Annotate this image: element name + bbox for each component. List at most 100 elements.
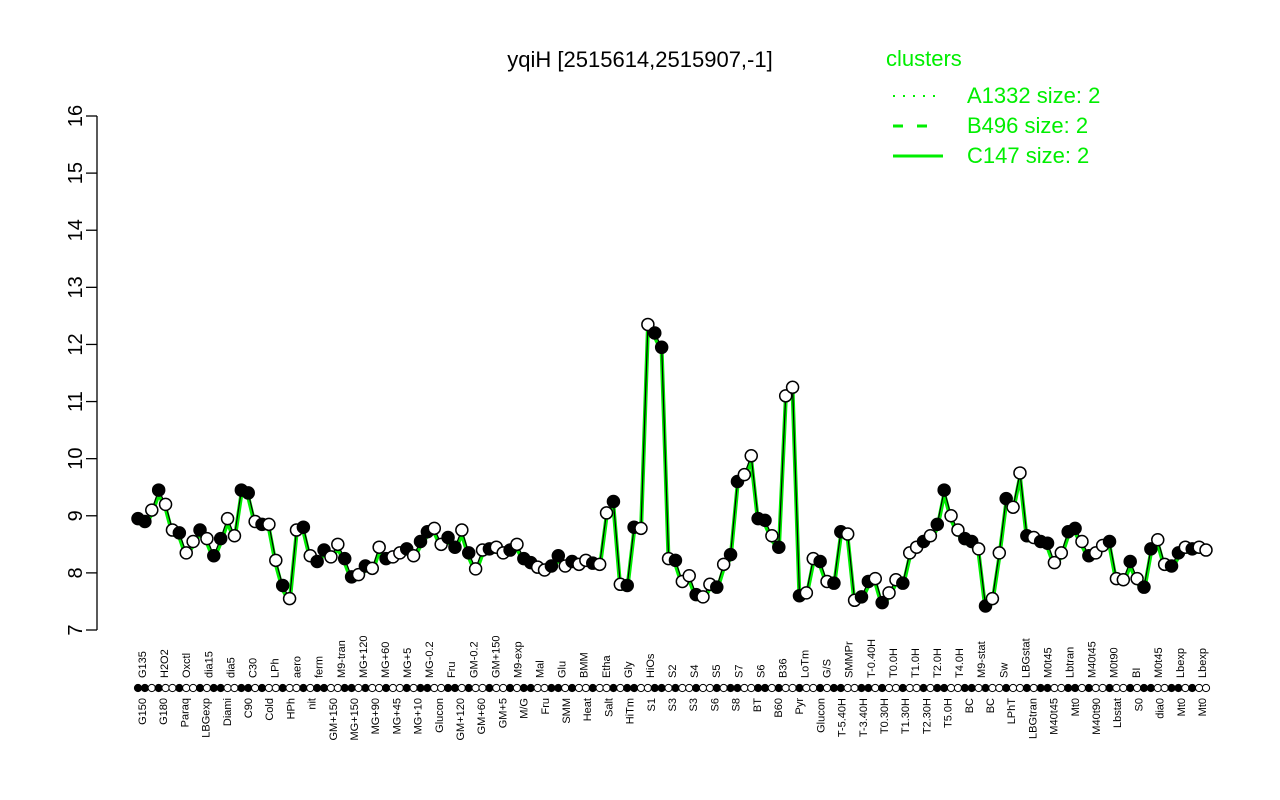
data-point: [310, 554, 324, 569]
rug-marker: [643, 683, 652, 693]
data-point: [372, 540, 386, 554]
data-point: [186, 534, 200, 549]
data-point: [785, 380, 800, 395]
rug-marker: [733, 683, 742, 693]
x-tick-label: dia0: [1155, 698, 1167, 719]
rug-marker: [726, 683, 735, 693]
data-point: [296, 520, 311, 534]
x-tick-label: MG+150: [349, 698, 361, 741]
data-point: [923, 529, 938, 543]
y-tick-label: 8: [65, 567, 87, 578]
rug-marker: [567, 683, 577, 693]
x-tick-label: Pyr: [794, 698, 806, 715]
rug-marker: [1195, 683, 1204, 693]
rug-marker: [1015, 683, 1025, 693]
rug-marker: [1174, 683, 1183, 693]
data-point: [193, 523, 207, 537]
plot-area: [131, 317, 1213, 613]
data-point: [778, 389, 793, 403]
x-tick-label: Gly: [623, 661, 635, 678]
x-tick-label: T2.0H: [932, 648, 944, 678]
data-point: [682, 568, 696, 583]
rug-marker: [457, 683, 466, 693]
rug-marker: [1146, 683, 1155, 693]
x-tick-label: ferm: [314, 656, 326, 678]
x-tick-label: Lbstat: [1112, 698, 1124, 728]
data-point: [331, 537, 345, 552]
rug-marker: [781, 683, 790, 693]
x-tick-label: BT: [752, 698, 764, 712]
data-point: [406, 549, 421, 563]
data-point: [634, 521, 648, 536]
rug-marker: [946, 683, 956, 693]
rug-marker: [1119, 683, 1128, 693]
rug-marker: [299, 683, 308, 693]
rug-marker: [843, 683, 852, 693]
rug-marker: [175, 683, 184, 693]
rug-marker: [671, 683, 680, 693]
x-tick-label: Etha: [601, 654, 613, 678]
rug-marker: [692, 683, 701, 693]
data-point: [1116, 572, 1131, 587]
rug-marker: [347, 683, 356, 693]
data-point: [896, 576, 910, 590]
rug-marker: [223, 683, 232, 693]
rug-marker: [836, 683, 845, 693]
data-point: [551, 549, 566, 563]
x-tick-label: LPh: [270, 658, 282, 678]
rug-marker: [471, 683, 480, 693]
rug-marker: [650, 683, 659, 693]
data-point: [179, 546, 193, 560]
x-tick-label: MG-0.2: [424, 641, 436, 678]
x-tick-label: GM+5: [497, 698, 509, 728]
data-point: [427, 521, 442, 536]
data-point: [840, 527, 855, 541]
rug-marker: [161, 683, 170, 693]
rug-marker: [354, 683, 363, 693]
rug-marker: [512, 683, 522, 693]
data-point: [241, 486, 255, 500]
rug-marker: [829, 683, 839, 693]
rug-marker: [237, 683, 246, 693]
x-tick-label: Paraq: [179, 698, 191, 727]
x-tick-label: T0.30H: [879, 698, 891, 734]
x-tick-label: T0.0H: [888, 648, 900, 678]
x-tick-label: SMMPr: [844, 641, 856, 678]
rug-marker: [1077, 683, 1087, 693]
x-tick-label: Mt0: [1070, 698, 1082, 716]
rug-marker: [795, 683, 804, 693]
rug-marker: [1188, 683, 1197, 693]
data-point: [854, 590, 869, 604]
x-tick-label: S3: [667, 698, 679, 711]
x-tick-label: S8: [731, 698, 743, 711]
rug-marker: [1064, 683, 1073, 693]
data-point: [1013, 466, 1027, 480]
rug-marker: [402, 683, 411, 693]
rug-marker: [719, 683, 728, 693]
data-point: [1137, 580, 1151, 594]
rug-marker: [1022, 683, 1031, 693]
y-tick-label: 11: [65, 391, 87, 412]
rug-marker: [905, 683, 914, 693]
x-tick-label: Salt: [603, 698, 615, 717]
data-point: [606, 494, 621, 509]
x-tick-label: B36: [777, 658, 789, 678]
rug-marker: [988, 683, 997, 693]
rug-marker: [499, 683, 508, 693]
rug-marker: [292, 683, 301, 693]
data-point: [262, 517, 276, 532]
x-tick-label: HPh: [285, 698, 297, 719]
x-tick-label: Heat: [582, 698, 594, 721]
rug-marker: [940, 683, 949, 693]
rug-marker: [285, 683, 294, 693]
data-point: [951, 523, 965, 537]
x-tick-label: Oxctl: [181, 653, 193, 678]
x-tick-label: BI: [1131, 668, 1143, 678]
rug-marker: [278, 683, 287, 693]
rug-marker: [767, 683, 777, 693]
rug-marker: [802, 683, 811, 693]
rug-marker: [437, 683, 446, 693]
data-point: [758, 513, 772, 528]
x-tick-label: LBGstat: [1020, 638, 1032, 678]
